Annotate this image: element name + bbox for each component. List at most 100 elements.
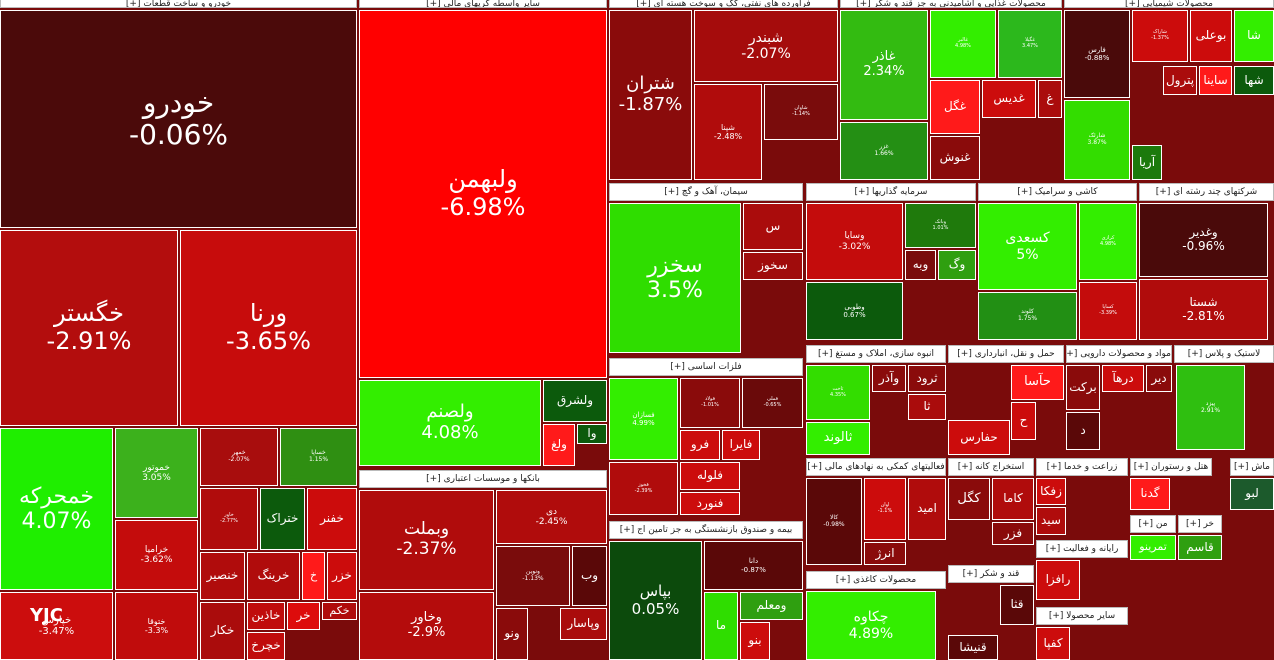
sector-header[interactable]: مواد و محصولات دارویی [+]	[1066, 345, 1172, 363]
tile-name: شها	[1244, 72, 1264, 87]
sector-header[interactable]: رایانه و فعالیت [+]	[1036, 540, 1128, 558]
tile-name: انرژ	[875, 545, 895, 560]
tile-name: وآذر	[878, 370, 900, 385]
tile-name: غگیلا	[1025, 37, 1035, 44]
sector-header[interactable]: بانکها و موسسات اعتباری [+]	[359, 470, 607, 488]
sector-header[interactable]: سایر واسطه گریهای مالی [+]	[359, 0, 607, 8]
sector-header[interactable]: خر [+]	[1178, 515, 1222, 533]
tile-name: وب	[580, 568, 599, 583]
tile: وپاسار	[560, 608, 607, 640]
sector-header[interactable]: سایر محصولا [+]	[1036, 607, 1128, 625]
tile-name: کسعدی	[1005, 230, 1050, 247]
sector-header[interactable]: انبوه سازی، املاک و مستغ [+]	[806, 345, 946, 363]
tile-name: فخوز	[638, 481, 649, 488]
tile-name: ختراک	[266, 511, 299, 526]
sector-header[interactable]: فعالیتهای کمکی به نهادهای مالی [+]	[806, 458, 946, 476]
tile-name: غاذر	[872, 49, 896, 65]
tile: چکاوه 4.89%	[806, 591, 936, 660]
tile: خر	[287, 602, 320, 630]
tile: وسایا -3.02%	[806, 203, 903, 280]
tile: شها	[1234, 66, 1274, 95]
tile-name: کلوند	[1021, 308, 1034, 316]
tile: دی -2.45%	[496, 490, 607, 544]
tile-name: س	[765, 218, 781, 233]
tile-change: -0.06%	[128, 118, 229, 151]
sector-header[interactable]: سرمایه گذاریها [+]	[806, 183, 976, 201]
sector-header[interactable]: من [+]	[1130, 515, 1176, 533]
tile-name: ورنا	[249, 299, 288, 328]
tile: خزر	[327, 552, 357, 600]
sector-header[interactable]: خودرو و ساخت قطعات [+]	[0, 0, 357, 8]
sector-header[interactable]: فرآورده های نفتی، کک و سوخت هسته ای [+]	[609, 0, 838, 8]
tile: فزر	[992, 522, 1034, 545]
tile-name: گدنا	[1140, 486, 1160, 501]
tile-name: وگ	[948, 257, 966, 272]
sector-header[interactable]: قند و شکر [+]	[948, 565, 1034, 583]
tile: پیزد 2.91%	[1176, 365, 1245, 450]
tile-change: -3.39%	[1099, 310, 1117, 316]
tile-name: شپنا	[721, 122, 735, 132]
tile-name: خکار	[210, 623, 235, 638]
tile-change: 2.34%	[863, 64, 905, 79]
tile-change: -6.98%	[440, 193, 526, 221]
tile-name: سخزر	[647, 252, 703, 278]
sector-header[interactable]: حمل و نقل، انبارداری [+]	[948, 345, 1064, 363]
sector-header[interactable]: زراعت و خدما [+]	[1036, 458, 1128, 476]
tile: شاوان -1.14%	[764, 84, 838, 140]
tile-change: 3.47%	[1022, 43, 1038, 49]
tile-change: 4.08%	[421, 422, 479, 443]
tile: درهآ	[1102, 365, 1144, 392]
sector-header[interactable]: فلزات اساسی [+]	[609, 358, 803, 376]
tile: خنصیر	[200, 552, 245, 600]
tile-name: چکاوه	[853, 609, 889, 626]
tile: کگل	[948, 478, 990, 520]
sector-header[interactable]: محصولات غذایی و آشامیدنی به جز قند و شکر…	[840, 0, 1062, 8]
sector-header[interactable]: محصولات کاغذی [+]	[806, 571, 946, 589]
sector-header[interactable]: ماش [+]	[1230, 458, 1274, 476]
tile-name: غدیس	[993, 91, 1025, 106]
sector-header[interactable]: بیمه و صندوق بازنشستگی به جز تامین اج [+…	[609, 521, 803, 539]
tile-change: -1.1%	[877, 508, 893, 514]
tile-name: فولاد	[704, 396, 716, 403]
sector-header[interactable]: لاستیک و پلاس [+]	[1174, 345, 1274, 363]
tile: فارس -0.88%	[1064, 10, 1130, 98]
sector-header[interactable]: کاشی و سرامیک [+]	[978, 183, 1137, 201]
tile-name: خاور	[224, 512, 234, 519]
tile: خپارس -3.47%	[0, 592, 113, 660]
sector-header[interactable]: شرکتهای چند رشته ای [+]	[1139, 183, 1274, 201]
tile: شارئک 3.87%	[1064, 100, 1130, 180]
sector-header[interactable]: هتل و رستوران [+]	[1130, 458, 1212, 476]
tile: خمحرکه 4.07%	[0, 428, 113, 590]
tile-change: -3.02%	[838, 241, 871, 252]
tile-name: د	[1080, 423, 1086, 438]
tile-change: 4.07%	[21, 509, 92, 534]
tile: س	[743, 203, 803, 250]
tile-name: شارئک	[1088, 132, 1106, 140]
tile-name: فلوله	[697, 468, 723, 483]
tile-name: غنوش	[939, 150, 971, 165]
tile-name: خساپا	[311, 449, 326, 457]
tile-name: سید	[1041, 513, 1061, 528]
tile: غنوش	[930, 136, 980, 180]
tile-change: -2.77%	[220, 518, 238, 524]
tile: ما	[704, 592, 738, 660]
tile-name: خر	[296, 608, 311, 623]
tile-name: فایرا	[729, 437, 753, 452]
tile-name: فارس	[1088, 45, 1106, 54]
tile-name: زفکا	[1040, 483, 1062, 498]
tile-name: ولشرق	[556, 393, 594, 408]
tile: شبندر -2.07%	[694, 10, 838, 82]
tile: ولبهمن -6.98%	[359, 10, 607, 378]
tile: ختوقا -3.3%	[115, 592, 198, 660]
tile: فخوز -2.39%	[609, 462, 678, 515]
sector-header[interactable]: سیمان، آهک و گچ [+]	[609, 183, 803, 201]
tile: خرینگ	[247, 552, 300, 600]
tile-change: -0.96%	[1182, 239, 1225, 253]
sector-header[interactable]: استخراج کانه [+]	[948, 458, 1034, 476]
tile-change: -0.65%	[763, 402, 782, 408]
tile-change: 4.89%	[848, 625, 894, 642]
sector-header[interactable]: محصولات شیمیایی [+]	[1064, 0, 1274, 8]
tile-change: -0.87%	[741, 565, 766, 574]
tile: زفکا	[1036, 478, 1066, 505]
tile: دیر	[1146, 365, 1172, 392]
